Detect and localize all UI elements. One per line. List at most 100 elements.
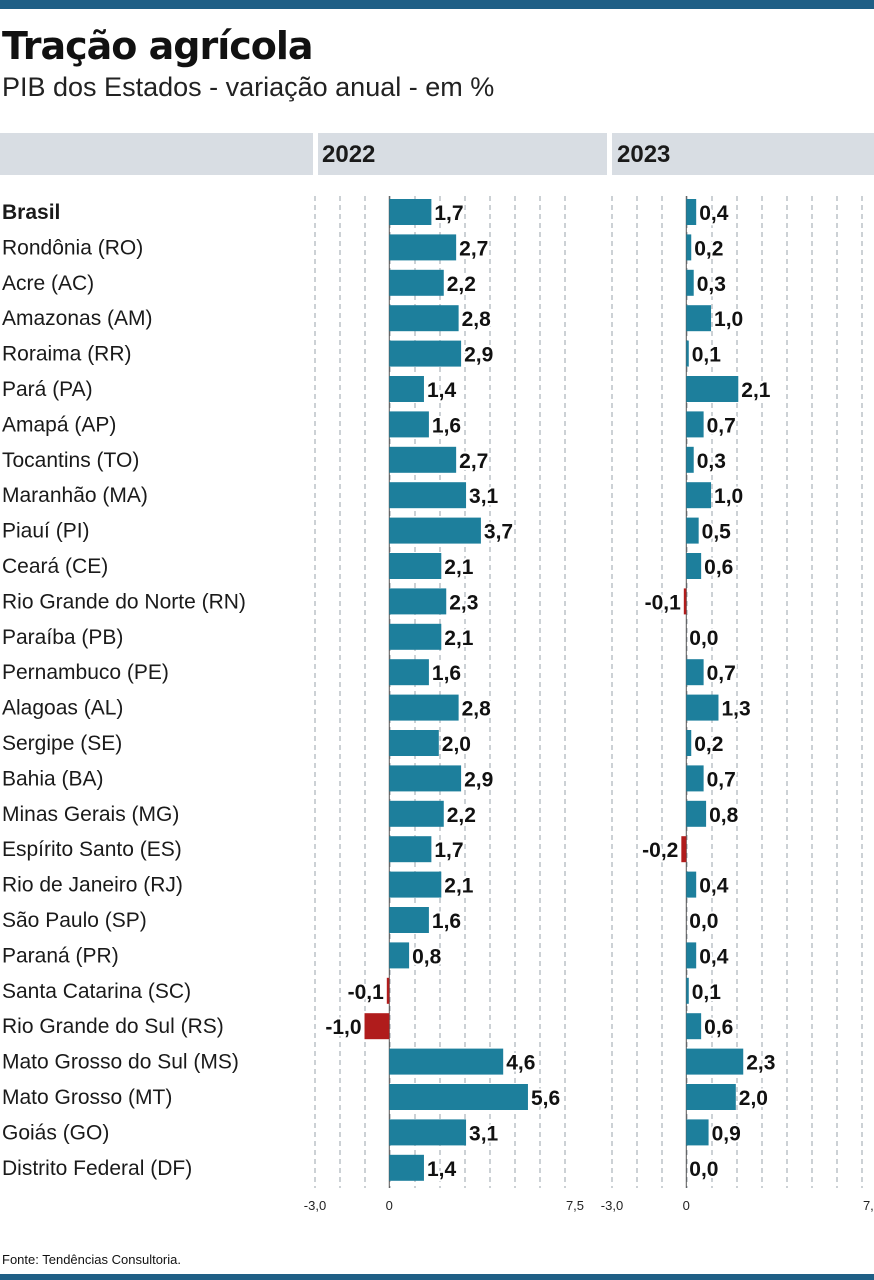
bar-2022 [389,836,432,863]
bar-2022 [389,446,457,473]
bar-2022 [389,1119,467,1146]
bar-2023 [686,269,694,296]
x-tick-label: -3,0 [304,1198,326,1213]
value-label-2022: 2,7 [459,237,488,260]
value-label-2022: 2,7 [459,450,488,473]
value-label-2023: 2,3 [746,1052,775,1075]
category-label: Minas Gerais (MG) [2,803,179,826]
value-label-2022: 2,8 [462,698,492,721]
category-label: Mato Grosso (MT) [2,1086,172,1109]
bar-2023 [686,553,702,579]
category-label: Rio Grande do Sul (RS) [2,1015,224,1038]
bar-2022 [389,730,439,756]
bar-2022 [389,1084,528,1110]
bar-2023 [681,836,687,863]
bar-2023 [686,411,704,438]
x-tick-label: -3,0 [601,1198,623,1213]
bar-2022 [389,871,442,898]
value-label-2022: 1,6 [432,414,461,437]
category-label: São Paulo (SP) [2,909,147,932]
value-label-2022: 2,1 [444,875,474,898]
value-label-2022: 0,8 [412,945,442,968]
value-label-2023: -0,2 [642,839,678,862]
bar-2022 [386,977,390,1004]
category-label: Pernambuco (PE) [2,661,169,684]
bar-2022 [389,340,462,367]
bar-2022 [389,411,429,438]
value-label-2022: 4,6 [506,1052,535,1075]
bar-2022 [389,588,447,615]
value-label-2022: 2,1 [444,627,474,650]
value-label-2023: 0,0 [689,910,718,933]
value-label-2022: 3,1 [469,1122,499,1145]
bar-2023 [686,446,694,473]
category-label: Amapá (AP) [2,413,116,436]
value-label-2023: 0,7 [707,414,736,437]
value-label-2022: -0,1 [348,981,385,1004]
bottom-accent-bar [0,1274,874,1280]
value-label-2023: 0,6 [704,1016,733,1039]
chart-title: Tração agrícola [2,24,314,68]
bar-2022 [389,1154,424,1181]
value-label-2022: 2,9 [464,344,493,367]
value-label-2022: 5,6 [531,1087,560,1110]
value-label-2022: 1,6 [432,910,461,933]
value-label-2022: 3,1 [469,485,499,508]
bar-2022 [389,269,444,296]
value-label-2023: 0,2 [694,733,723,756]
category-label: Paraíba (PB) [2,626,123,649]
bar-2022 [389,623,442,650]
value-label-2022: 1,6 [432,662,461,685]
bar-2023 [686,730,692,756]
category-label: Bahia (BA) [2,767,104,790]
bar-chart: Brasil Rondônia (RO) Acre (AC) Amazonas (AM… [2,196,874,1213]
bar-2023 [686,800,707,827]
bar-2023 [686,765,704,792]
column-header-band [0,133,874,175]
column-header-divider [607,133,612,175]
value-label-2023: 0,9 [712,1122,741,1145]
bar-2023 [686,1048,744,1075]
category-label: Tocantins (TO) [2,449,139,472]
bar-2023 [686,305,712,332]
x-tick-label: 7,5 [863,1198,874,1213]
top-accent-bar [0,0,874,9]
value-label-2023: 0,2 [694,237,723,260]
bar-2023 [686,517,699,544]
value-label-2022: 2,8 [462,308,492,331]
bar-2022 [389,482,467,509]
x-tick-label: 0 [683,1198,690,1213]
value-label-2023: 1,3 [721,698,750,721]
bar-2022 [389,199,432,225]
bar-2022 [389,305,459,332]
value-label-2023: 0,8 [709,804,739,827]
bar-2023 [686,942,697,969]
value-label-2022: 1,7 [434,202,463,225]
x-tick-label: 0 [386,1198,393,1213]
category-label: Santa Catarina (SC) [2,980,191,1003]
bar-2023 [686,694,719,721]
category-label: Pará (PA) [2,378,93,401]
bar-2023 [686,659,704,686]
x-tick-label: 7,5 [566,1198,584,1213]
value-label-2022: 2,0 [442,733,471,756]
value-label-2023: 0,1 [692,981,722,1004]
value-label-2022: 3,7 [484,521,513,544]
bar-2023 [686,234,692,261]
value-label-2022: 2,3 [449,591,478,614]
value-label-2022: 2,2 [447,804,476,827]
bar-2023 [686,1084,736,1110]
category-label: Brasil [2,201,60,224]
category-label: Paraná (PR) [2,944,119,967]
value-label-2022: 1,4 [427,379,457,402]
category-label: Goiás (GO) [2,1121,109,1144]
value-label-2023: 2,1 [741,379,771,402]
value-label-2023: 0,4 [699,202,729,225]
value-label-2023: 2,0 [739,1087,768,1110]
bar-2022 [389,942,410,969]
value-label-2023: 0,4 [699,875,729,898]
source-note: Fonte: Tendências Consultoria. [2,1252,181,1267]
bar-2022 [389,800,444,827]
value-label-2023: 0,7 [707,662,736,685]
bar-2022 [389,907,429,933]
